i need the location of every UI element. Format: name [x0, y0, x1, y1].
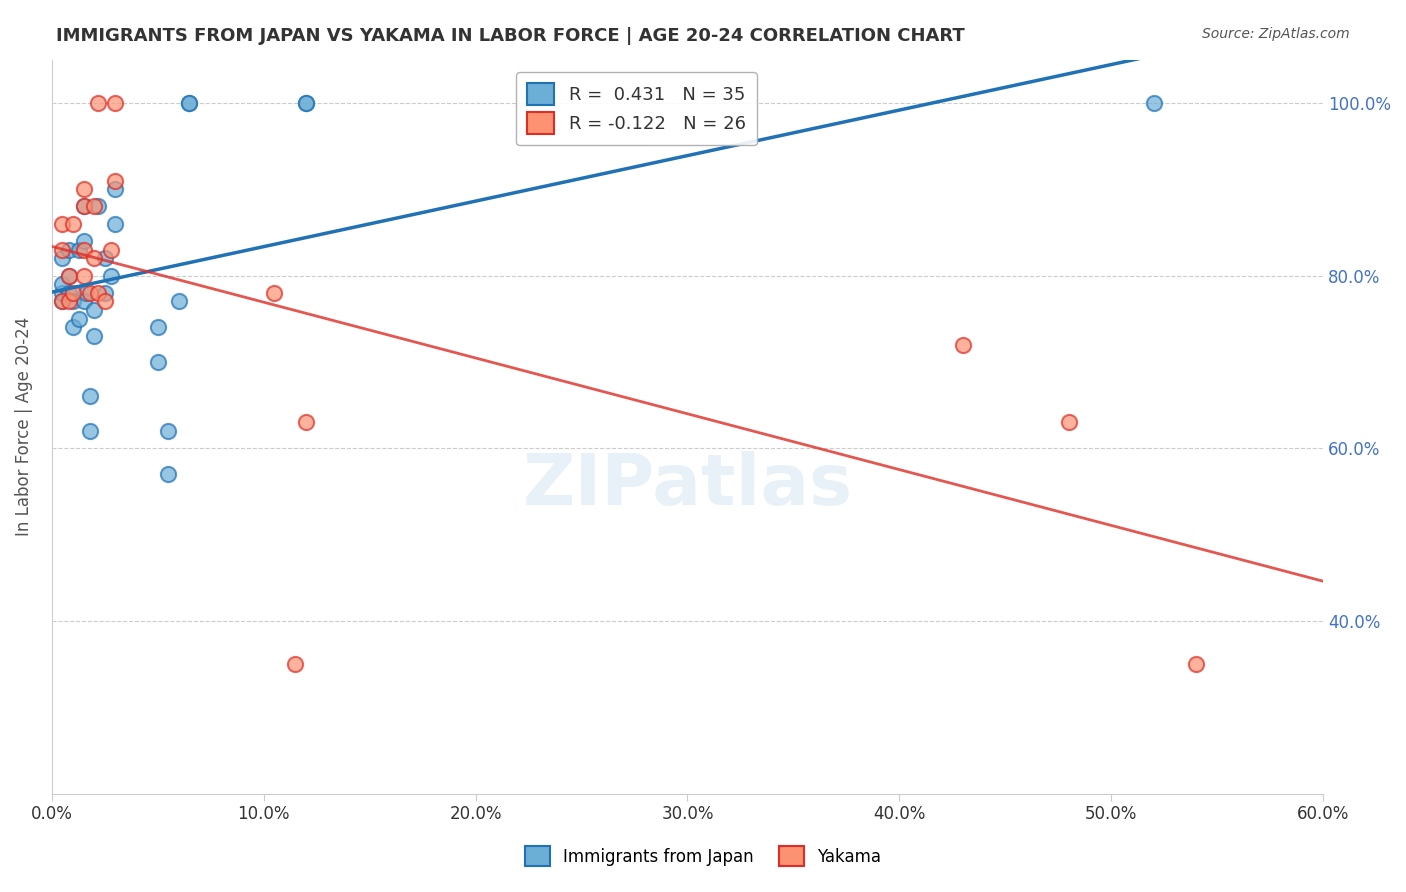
- Point: [100, 268, 122, 283]
- Point: [83, 303, 105, 318]
- Point: [87, 199, 110, 213]
- Point: [104, 182, 127, 196]
- Point: [179, 95, 201, 110]
- Point: [58, 268, 80, 283]
- Point: [1142, 95, 1164, 110]
- Point: [79, 389, 101, 403]
- Point: [83, 251, 105, 265]
- Point: [104, 217, 127, 231]
- Point: [67, 311, 90, 326]
- Point: [93, 294, 115, 309]
- Point: [72, 234, 94, 248]
- Point: [75, 285, 97, 300]
- Point: [72, 243, 94, 257]
- Point: [72, 182, 94, 196]
- Point: [51, 251, 73, 265]
- Point: [295, 95, 318, 110]
- Point: [93, 285, 115, 300]
- Point: [79, 424, 101, 438]
- Text: Source: ZipAtlas.com: Source: ZipAtlas.com: [1202, 27, 1350, 41]
- Point: [72, 268, 94, 283]
- Point: [87, 285, 110, 300]
- Point: [157, 424, 180, 438]
- Point: [51, 285, 73, 300]
- Point: [1057, 415, 1080, 429]
- Point: [51, 217, 73, 231]
- Point: [51, 294, 73, 309]
- Point: [263, 285, 285, 300]
- Point: [72, 294, 94, 309]
- Point: [87, 95, 110, 110]
- Point: [284, 657, 307, 672]
- Point: [1185, 657, 1208, 672]
- Y-axis label: In Labor Force | Age 20-24: In Labor Force | Age 20-24: [15, 317, 32, 536]
- Point: [146, 355, 169, 369]
- Point: [146, 320, 169, 334]
- Point: [295, 415, 318, 429]
- Point: [58, 243, 80, 257]
- Point: [62, 320, 84, 334]
- Point: [72, 199, 94, 213]
- Point: [952, 337, 974, 351]
- Point: [72, 199, 94, 213]
- Point: [93, 251, 115, 265]
- Point: [295, 95, 318, 110]
- Point: [104, 95, 127, 110]
- Legend: R =  0.431   N = 35, R = -0.122   N = 26: R = 0.431 N = 35, R = -0.122 N = 26: [516, 72, 756, 145]
- Point: [67, 243, 90, 257]
- Point: [51, 294, 73, 309]
- Point: [58, 285, 80, 300]
- Point: [51, 243, 73, 257]
- Point: [79, 285, 101, 300]
- Point: [83, 199, 105, 213]
- Point: [51, 277, 73, 292]
- Point: [157, 467, 180, 482]
- Point: [104, 173, 127, 187]
- Point: [83, 329, 105, 343]
- Point: [62, 294, 84, 309]
- Text: IMMIGRANTS FROM JAPAN VS YAKAMA IN LABOR FORCE | AGE 20-24 CORRELATION CHART: IMMIGRANTS FROM JAPAN VS YAKAMA IN LABOR…: [56, 27, 965, 45]
- Point: [179, 95, 201, 110]
- Point: [62, 285, 84, 300]
- Point: [100, 243, 122, 257]
- Legend: Immigrants from Japan, Yakama: Immigrants from Japan, Yakama: [516, 838, 890, 875]
- Point: [167, 294, 190, 309]
- Text: ZIPatlas: ZIPatlas: [523, 450, 852, 520]
- Point: [62, 217, 84, 231]
- Point: [58, 294, 80, 309]
- Point: [58, 268, 80, 283]
